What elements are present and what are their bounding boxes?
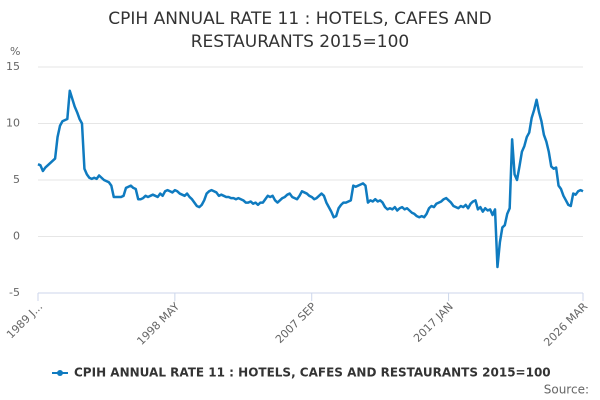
data-line xyxy=(37,89,584,269)
x-tick-label: 2007 SEP xyxy=(273,300,319,346)
y-tick-label: 5 xyxy=(13,173,20,186)
y-tick-label: 15 xyxy=(6,60,20,73)
y-tick-label: 0 xyxy=(13,230,20,243)
chart-title: CPIH ANNUAL RATE 11 : HOTELS, CAFES AND … xyxy=(108,9,492,52)
y-tick-label: -5 xyxy=(9,286,20,299)
x-tick-label: 2026 MAR xyxy=(541,300,590,349)
x-tick-label: 1989 J... xyxy=(4,300,45,341)
source: Source: xyxy=(544,383,589,397)
y-tick-label: 10 xyxy=(6,117,20,130)
y-axis-label: % xyxy=(10,45,20,58)
x-tick-label: 2017 JAN xyxy=(411,300,456,345)
legend-marker xyxy=(57,370,63,376)
legend-label: CPIH ANNUAL RATE 11 : HOTELS, CAFES AND … xyxy=(74,366,551,380)
x-tick-label: 1998 MAY xyxy=(134,300,182,348)
